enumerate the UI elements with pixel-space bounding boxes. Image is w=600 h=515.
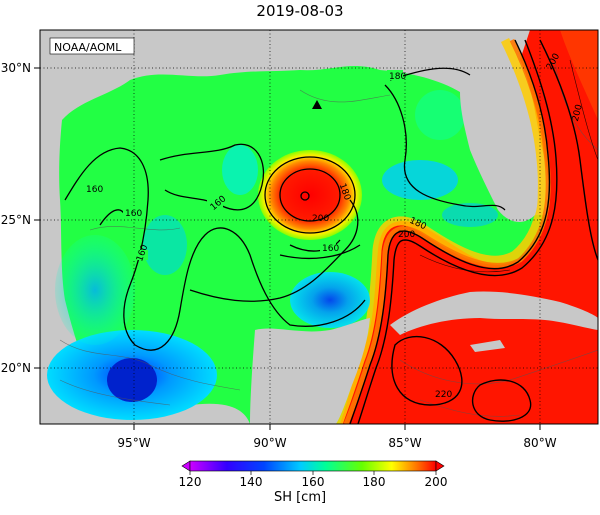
colorbar-tick-label: 140 [240,475,263,489]
colorbar-tick-label: 180 [363,475,386,489]
lon-tick-label: 85°W [388,436,421,450]
contour-label: 160 [86,185,103,195]
contour-label: 180 [389,72,406,82]
map-title: 2019-08-03 [256,2,344,20]
lat-tick-label: 30°N [1,61,31,75]
axis-ticks [34,67,541,430]
lat-tick-label: 20°N [1,361,31,375]
contour-label: 200 [398,230,415,240]
lat-tick-label: 25°N [1,213,31,227]
florida-land [460,70,538,222]
colorbar: 120 140 160 180 200 [179,460,448,489]
map-frame [39,29,599,425]
station-triangle-icon [312,100,322,109]
contour-label: 220 [435,390,452,400]
colorbar-tick-label: 160 [302,475,325,489]
contour-labels: 160 160 160 160 160 180 180 180 200 200 … [84,52,585,400]
colorbar-tick-label: 200 [425,475,448,489]
contour-label: 200 [312,214,329,224]
colorbar-label: SH [cm] [273,490,327,505]
yucatan-land [250,318,370,424]
lon-tick-label: 80°W [523,436,556,450]
eddy-contours [264,156,356,234]
contour-label: 200 [571,103,585,122]
warm-eddy [258,150,362,240]
cuba-land [390,291,598,335]
colorbar-tick-label: 120 [179,475,202,489]
cold-anomaly-yucatan [290,272,370,328]
lon-tick-label: 95°W [117,436,150,450]
contour-label: 160 [125,209,142,219]
contour-label: 160 [322,244,339,254]
lon-tick-label: 90°W [253,436,286,450]
major-contours [64,67,506,351]
minor-contours [59,59,598,417]
loop-current-contours [349,39,598,424]
graticule [40,30,598,424]
credit-text: NOAA/AOML [54,41,122,54]
credit-box [49,37,135,55]
